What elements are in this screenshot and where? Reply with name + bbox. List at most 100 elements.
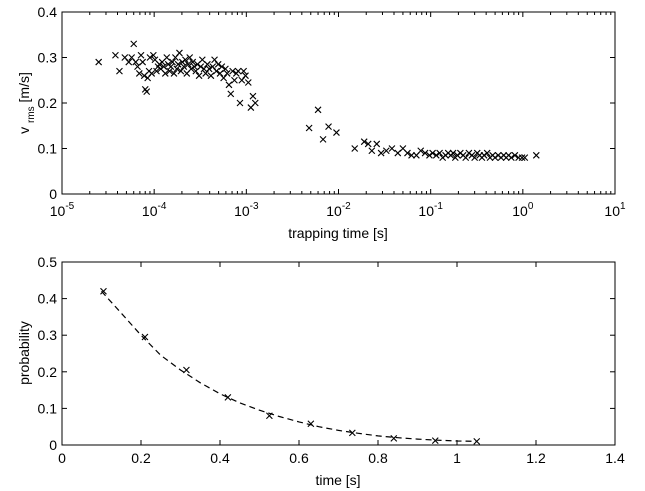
x-marker <box>532 151 540 159</box>
x-marker <box>432 151 440 159</box>
x-marker <box>132 58 140 66</box>
x-marker <box>135 70 143 77</box>
x-marker <box>507 154 515 161</box>
x-marker <box>163 54 171 61</box>
x-marker <box>348 429 356 437</box>
x-tick-labels: 10-5 10-4 10-3 10-2 10-1 100 101 <box>50 201 626 219</box>
x-marker <box>148 70 156 77</box>
x-marker <box>426 151 433 159</box>
x-marker <box>242 72 249 80</box>
x-tick-label: 0.6 <box>289 450 309 466</box>
plot-frame <box>61 261 616 446</box>
y-axis-label-main: v <box>16 127 32 134</box>
x-marker <box>170 70 178 77</box>
x-marker <box>184 60 192 68</box>
x-marker <box>100 287 107 295</box>
x-marker <box>307 420 315 428</box>
y-tick-label: 0 <box>49 437 57 453</box>
x-marker <box>436 149 443 157</box>
x-tick-label: 10-5 <box>50 201 75 219</box>
plot-frame <box>61 11 616 195</box>
x-marker <box>417 147 425 155</box>
x-marker <box>251 99 259 107</box>
x-tick-label: 10-2 <box>326 201 351 219</box>
x-marker <box>218 63 226 70</box>
tick-marks <box>61 261 616 446</box>
x-marker <box>368 147 376 155</box>
x-marker <box>189 58 197 66</box>
x-marker <box>190 63 198 70</box>
x-marker <box>202 70 210 77</box>
x-marker <box>236 99 244 107</box>
x-marker <box>238 76 246 84</box>
x-marker <box>214 60 222 68</box>
y-tick-label: 0.2 <box>38 95 58 111</box>
x-marker <box>314 106 322 114</box>
x-marker <box>234 67 242 75</box>
x-marker <box>166 67 173 75</box>
x-marker <box>231 76 238 84</box>
x-marker <box>229 67 237 75</box>
x-marker <box>404 149 411 157</box>
x-marker <box>211 56 218 64</box>
x-marker <box>408 151 415 159</box>
y-tick-labels: 0 0.1 0.2 0.3 0.4 <box>38 4 58 202</box>
x-marker <box>471 154 479 161</box>
y-tick-label: 0.1 <box>38 400 58 416</box>
fit-curve <box>101 290 477 442</box>
x-marker <box>173 65 181 73</box>
y-tick-label: 0.4 <box>38 291 58 307</box>
x-marker <box>160 63 168 70</box>
x-marker <box>325 123 332 131</box>
x-marker <box>212 67 220 75</box>
x-marker <box>351 145 359 152</box>
x-marker <box>373 140 381 148</box>
y-tick-label: 0.5 <box>38 254 58 270</box>
x-marker <box>491 154 499 161</box>
x-marker <box>167 63 175 70</box>
x-marker <box>429 149 437 157</box>
x-marker <box>224 394 232 401</box>
x-marker <box>153 67 160 75</box>
y-tick-label: 0.3 <box>38 327 58 343</box>
x-tick-label: 10-1 <box>418 201 443 219</box>
scatter-plot-trapping-time: 0 0.1 0.2 0.3 0.4 10-5 10-4 10-3 10-2 10-1 100 101… <box>16 4 626 241</box>
x-marker <box>177 67 185 75</box>
x-marker <box>130 40 138 48</box>
x-marker <box>112 51 119 59</box>
x-tick-label: 0.8 <box>368 450 388 466</box>
x-marker <box>207 72 215 80</box>
y-axis-label-unit: [m/s] <box>16 72 32 102</box>
x-marker <box>200 65 208 73</box>
x-marker <box>265 412 273 420</box>
x-marker <box>223 70 231 77</box>
y-axis-label: probability <box>16 321 32 385</box>
y-axis-label-subscript: rms <box>26 106 37 123</box>
x-marker <box>95 58 103 66</box>
x-marker <box>139 58 147 66</box>
x-axis-label: trapping time [s] <box>288 225 388 241</box>
scatter-plot-probability: 0 0.1 0.2 0.3 0.4 0.5 0 0.2 0.4 0.6 0.8 1 1.2 1.4 ti… <box>16 254 625 488</box>
x-marker <box>146 54 154 61</box>
y-axis-label: v rms [m/s] <box>16 72 37 134</box>
x-tick-label: 0 <box>58 450 66 466</box>
x-tick-label: 100 <box>512 201 534 219</box>
x-marker <box>473 437 481 445</box>
x-tick-label: 10-4 <box>142 201 167 219</box>
x-marker <box>187 65 195 73</box>
x-marker <box>305 124 313 132</box>
y-tick-label: 0.4 <box>38 4 58 20</box>
x-tick-label: 1.4 <box>605 450 625 466</box>
y-tick-labels: 0 0.1 0.2 0.3 0.4 0.5 <box>38 254 58 453</box>
x-marker <box>197 63 205 70</box>
tick-marks <box>61 11 616 195</box>
x-tick-label: 0.2 <box>131 450 151 466</box>
x-marker <box>180 63 188 70</box>
x-marker <box>462 154 470 161</box>
x-marker <box>449 149 457 157</box>
x-marker <box>319 136 327 143</box>
x-tick-label: 0.4 <box>210 450 230 466</box>
x-marker <box>521 154 529 161</box>
y-tick-label: 0 <box>49 186 57 202</box>
